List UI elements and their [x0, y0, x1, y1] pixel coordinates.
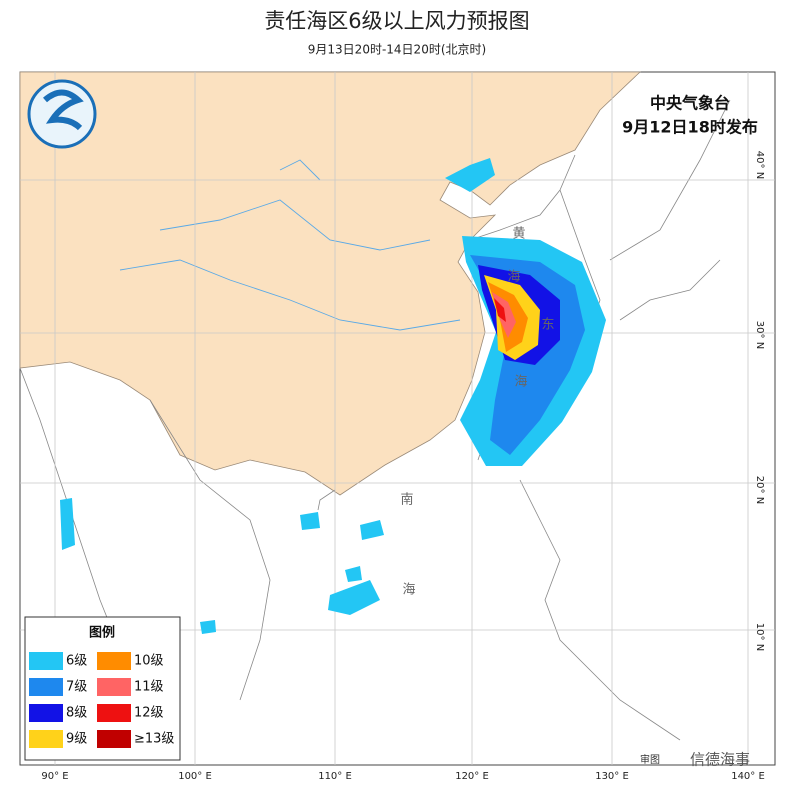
longitude-label: 110° E	[318, 771, 352, 782]
title: 责任海区6级以上风力预报图	[264, 9, 529, 33]
legend-swatch	[97, 704, 131, 722]
legend-label: 7级	[66, 680, 87, 695]
issuer: 中央气象台	[650, 94, 730, 113]
sea-label: 海	[402, 583, 415, 598]
latitude-label: 30° N	[754, 321, 765, 349]
legend-label: ≥13级	[134, 732, 174, 747]
longitude-label: 130° E	[595, 771, 629, 782]
legend-title: 图例	[89, 625, 115, 641]
legend-swatch	[29, 652, 63, 670]
watermark: 信德海事	[690, 751, 750, 769]
subtitle: 9月13日20时-14日20时(北京时)	[308, 43, 486, 57]
latitude-labels: 40° N 30° N 20° N 10° N	[754, 151, 765, 651]
sea-label: 海	[507, 270, 520, 285]
legend-label: 6级	[66, 654, 87, 669]
sea-label: 黄	[512, 227, 525, 242]
legend: 图例 6级 10级 7级 11级 8级 12级 9级 ≥13级	[24, 616, 181, 761]
legend-label: 10级	[134, 654, 164, 669]
sea-label: 南	[400, 492, 413, 508]
longitude-label: 120° E	[455, 771, 489, 782]
legend-swatch	[97, 730, 131, 748]
legend-swatch	[29, 678, 63, 696]
legend-label: 12级	[134, 706, 164, 721]
issue-time: 9月12日18时发布	[622, 118, 758, 137]
legend-label: 9级	[66, 732, 87, 747]
wind-area	[60, 158, 606, 634]
sea-label: 海	[514, 375, 527, 390]
legend-swatch	[97, 652, 131, 670]
legend-label: 11级	[134, 680, 164, 695]
longitude-labels: 90° E 100° E 110° E 120° E 130° E 140° E	[41, 771, 764, 782]
longitude-label: 90° E	[41, 771, 68, 782]
latitude-label: 20° N	[754, 476, 765, 504]
legend-swatch	[29, 730, 63, 748]
longitude-label: 100° E	[178, 771, 212, 782]
sea-label: 东	[541, 318, 554, 333]
legend-swatch	[29, 704, 63, 722]
longitude-label: 140° E	[731, 771, 765, 782]
latitude-label: 10° N	[754, 623, 765, 651]
legend-swatch	[97, 678, 131, 696]
latitude-label: 40° N	[754, 151, 765, 179]
legend-label: 8级	[66, 706, 87, 721]
map-number: 审图	[640, 753, 660, 766]
